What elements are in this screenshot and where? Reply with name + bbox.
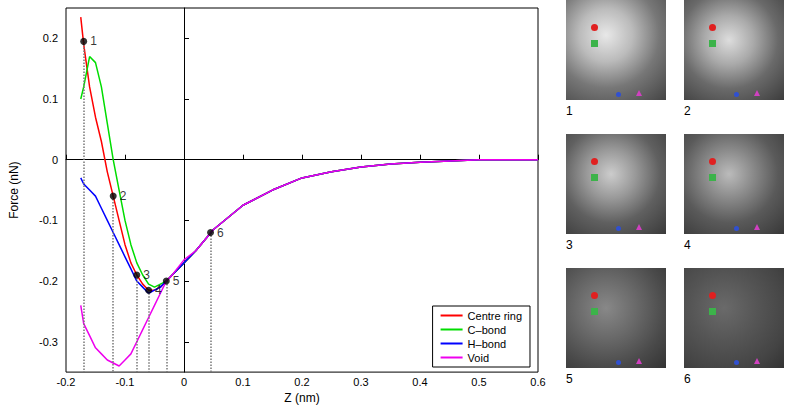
svg-text:0.1: 0.1: [235, 376, 250, 388]
svg-text:-0.2: -0.2: [57, 376, 76, 388]
svg-text:4: 4: [155, 283, 162, 297]
svg-text:Void: Void: [468, 352, 489, 364]
svg-text:3: 3: [143, 268, 150, 282]
svg-text:2: 2: [120, 189, 127, 203]
svg-text:0.5: 0.5: [471, 376, 486, 388]
html-text:1: 1: [566, 104, 573, 118]
svg-text:Centre ring: Centre ring: [468, 310, 522, 322]
svg-text:-0.2: -0.2: [39, 275, 58, 287]
svg-text:Force (nN): Force (nN): [7, 161, 21, 218]
html-text:4: 4: [684, 238, 691, 252]
svg-text:0.1: 0.1: [43, 93, 58, 105]
svg-text:0.2: 0.2: [43, 32, 58, 44]
svg-text:0.4: 0.4: [412, 376, 427, 388]
svg-text:-0.1: -0.1: [39, 214, 58, 226]
html-text:2: 2: [684, 104, 691, 118]
svg-text:0: 0: [52, 154, 58, 166]
svg-text:-0.3: -0.3: [39, 336, 58, 348]
svg-text:C–bond: C–bond: [468, 324, 507, 336]
svg-text:5: 5: [173, 274, 180, 288]
html-text:6: 6: [684, 372, 691, 386]
html-text:3: 3: [566, 238, 573, 252]
svg-text:H–bond: H–bond: [468, 338, 507, 350]
svg-text:0: 0: [181, 376, 187, 388]
svg-text:Z (nm): Z (nm): [284, 391, 319, 405]
svg-text:0.3: 0.3: [353, 376, 368, 388]
svg-text:0.6: 0.6: [530, 376, 545, 388]
svg-text:6: 6: [217, 226, 224, 240]
svg-text:1: 1: [90, 34, 97, 48]
html-text:5: 5: [566, 372, 573, 386]
svg-text:0.2: 0.2: [294, 376, 309, 388]
svg-text:-0.1: -0.1: [116, 376, 135, 388]
